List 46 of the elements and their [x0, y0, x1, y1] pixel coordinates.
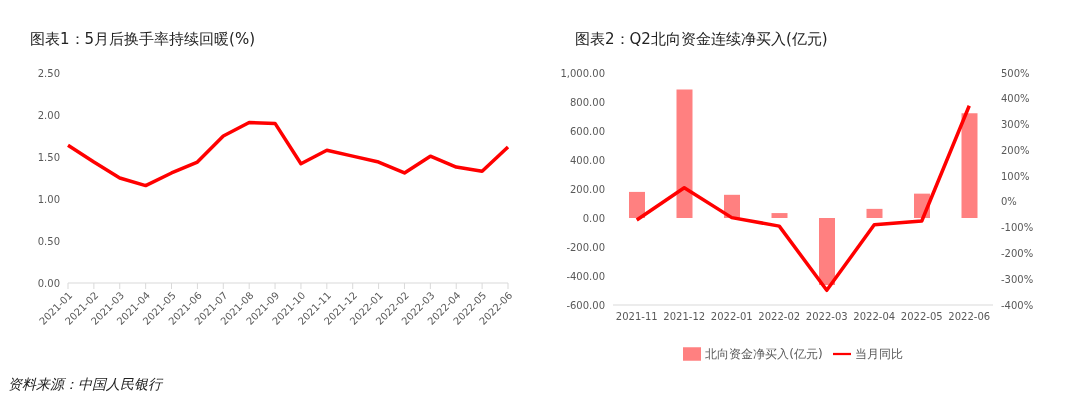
- y2-tick-label: 400%: [1001, 93, 1030, 105]
- line-series: [66, 120, 510, 188]
- x-tick-label: 2022-01: [710, 311, 753, 323]
- y-tick-label: 0.00: [582, 212, 605, 224]
- y2-tick-label: -400%: [1001, 299, 1034, 311]
- bar: [676, 89, 693, 218]
- y-tick-label: 0.50: [37, 235, 60, 247]
- y-tick-label: 600.00: [570, 125, 605, 137]
- y-tick-label: 1.50: [37, 151, 60, 163]
- x-tick-label: 2022-06: [948, 311, 991, 323]
- y-tick-label: 1.00: [37, 193, 60, 205]
- y2-tick-label: -100%: [1001, 222, 1034, 234]
- y2-tick-label: 100%: [1001, 170, 1030, 182]
- y-tick-label: -400.00: [566, 270, 605, 282]
- y-tick-label: -600.00: [566, 299, 605, 311]
- text: 资料来源：中国人民银行: [8, 376, 162, 394]
- y-tick-label: 800.00: [570, 96, 605, 108]
- x-tick-label: 2021-11: [615, 311, 658, 323]
- y-tick-label: 0.00: [37, 277, 60, 289]
- legend-label: 当月同比: [854, 346, 903, 361]
- chart-title: 图表2：Q2北向资金连续净买入(亿元): [575, 30, 828, 49]
- bar: [819, 218, 835, 285]
- y2-tick-label: -300%: [1001, 273, 1034, 285]
- y2-tick-label: 0%: [1001, 196, 1017, 208]
- x-tick-label: 2022-05: [900, 311, 943, 323]
- bar: [771, 213, 788, 218]
- bar: [866, 208, 883, 218]
- y-tick-label: -200.00: [566, 241, 605, 253]
- x-tick-label: 2022-02: [758, 311, 801, 323]
- x-tick-label: 2022-04: [853, 311, 896, 323]
- bar: [961, 113, 978, 218]
- y2-tick-label: 500%: [1001, 67, 1030, 79]
- y-tick-label: 2.00: [37, 109, 60, 121]
- bar: [629, 191, 645, 218]
- x-tick-label: 2021-12: [663, 311, 706, 323]
- y-tick-label: 1,000.00: [560, 67, 605, 79]
- y2-tick-label: 200%: [1001, 144, 1030, 156]
- y2-tick-label: -200%: [1001, 247, 1034, 259]
- x-tick-label: 2022-03: [805, 311, 848, 323]
- y-tick-label: 2.50: [37, 67, 60, 79]
- line-series: [635, 103, 971, 293]
- legend-label: 北向资金净买入(亿元): [705, 346, 823, 361]
- y-tick-label: 400.00: [570, 154, 605, 166]
- y-tick-label: 200.00: [570, 183, 605, 195]
- chart-title: 图表1：5月后换手率持续回暖(%): [30, 30, 256, 49]
- y2-tick-label: 300%: [1001, 119, 1030, 131]
